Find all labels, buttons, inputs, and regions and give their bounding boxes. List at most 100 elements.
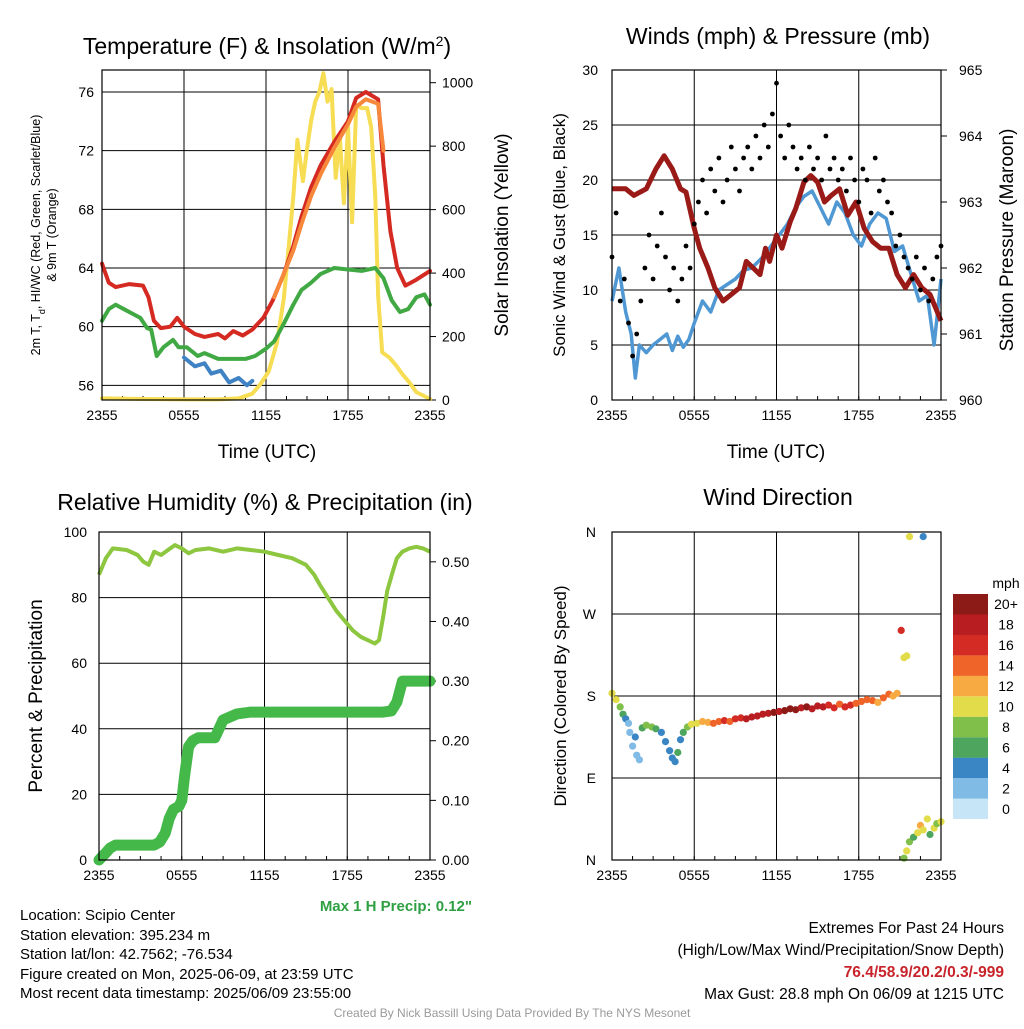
direction-point [676, 736, 685, 744]
gust-point [798, 155, 804, 161]
direction-point [857, 697, 866, 706]
direction-point [698, 717, 707, 726]
gust-point [881, 177, 886, 183]
gust-point [745, 144, 751, 150]
wind-right-ylabel: Station Pressure (Maroon) [997, 129, 1018, 352]
gust-point [683, 243, 689, 249]
temp-left-ylabel-2: & 9m T (Orange) [45, 188, 59, 281]
y-tick-label-left: 68 [78, 201, 94, 217]
plot-frame [101, 69, 431, 401]
gust-point [626, 320, 631, 326]
y-tick-label-left: 5 [590, 337, 598, 353]
gust-point [733, 166, 738, 172]
gust-point [856, 199, 862, 205]
direction-point [897, 626, 905, 635]
y-tick-label-right: 600 [442, 202, 466, 218]
y-tick-label-left: 60 [71, 655, 87, 671]
x-tick-label: 2355 [925, 867, 956, 883]
plot-frame [98, 531, 431, 861]
gust-point [704, 210, 709, 216]
gust-point [770, 111, 775, 117]
y-tick-label-left: 0 [79, 852, 87, 868]
x-tick-label: 2355 [414, 867, 445, 883]
gust-point [737, 188, 742, 194]
gust-point [778, 133, 783, 139]
gust-point [901, 254, 907, 260]
gust-point [741, 155, 746, 161]
gust-point [679, 276, 685, 282]
gust-point [654, 243, 660, 249]
gust-point [860, 166, 866, 172]
series-line [182, 355, 255, 388]
gust-point [659, 210, 664, 216]
direction-point [919, 533, 927, 541]
y-tick-label-right: 200 [442, 329, 466, 345]
direction-point [693, 719, 701, 727]
gust-point [761, 122, 767, 128]
direction-point [846, 701, 855, 709]
direction-point [629, 742, 637, 750]
extremes-box: Extremes For Past 24 Hours (High/Low/Max… [678, 918, 1005, 1006]
gust-point [712, 188, 718, 194]
gust-point [897, 232, 903, 238]
colorbar-label: 10 [998, 699, 1014, 715]
colorbar-label: 20+ [994, 596, 1018, 612]
colorbar-title: mph [992, 575, 1019, 591]
direction-point [661, 738, 670, 746]
gust-point [934, 254, 940, 260]
direction-point [874, 698, 882, 707]
gust-point [885, 199, 890, 205]
y-tick-label-left: 0 [590, 392, 598, 408]
colorbar-label: 2 [1002, 780, 1010, 796]
plot-layer: 2355 0555 1155 1755 235556606468727602004006… [64, 62, 1018, 883]
y-tick-label-left: 30 [582, 62, 598, 78]
gust-point [720, 199, 726, 205]
y-tick-label-left: 76 [78, 84, 94, 100]
direction-point [626, 728, 634, 737]
gust-point [922, 265, 927, 271]
gust-point [650, 276, 656, 282]
y-tick-label-left: S [587, 688, 596, 704]
x-tick-label: 0555 [679, 867, 710, 883]
y-tick-label-right: 0.40 [442, 613, 469, 629]
y-tick-label-right: 962 [959, 260, 983, 276]
y-tick-label-right: 0.20 [442, 733, 469, 749]
gust-point [774, 80, 779, 86]
y-tick-label-left: N [586, 852, 596, 868]
gust-point [811, 166, 816, 172]
gust-point [728, 144, 734, 150]
colorbar-label: 14 [998, 658, 1014, 674]
gust-point [621, 276, 627, 282]
y-tick-label-right: 800 [442, 138, 466, 154]
gust-point [630, 353, 635, 359]
y-tick-label-left: 100 [64, 524, 88, 540]
colorbar-label: 8 [1002, 719, 1010, 735]
y-tick-label-right: 960 [959, 392, 983, 408]
direction-point [905, 533, 914, 541]
gust-point [724, 177, 730, 183]
direction-point [819, 703, 827, 711]
gust-point [617, 298, 623, 304]
direction-point [679, 728, 687, 737]
temp-right-ylabel: Solar Insolation (Yellow) [492, 133, 513, 336]
x-tick-label: 0555 [166, 867, 197, 883]
direction-point [687, 720, 696, 728]
colorbar-cell [953, 696, 988, 717]
direction-point [748, 713, 756, 721]
gust-point [831, 155, 837, 161]
direction-point [905, 838, 914, 846]
direction-point [803, 703, 811, 711]
y-tick-label-left: E [587, 770, 596, 786]
extremes-title: Extremes For Past 24 Hours [808, 920, 1004, 937]
wind-xlabel: Time (UTC) [727, 442, 826, 463]
x-tick-label: 1755 [332, 867, 363, 883]
direction-point [797, 704, 805, 712]
gust-point [844, 188, 849, 194]
x-tick-label: 2355 [414, 407, 445, 423]
colorbar-label: 0 [1002, 801, 1010, 817]
station-latlon: Station lat/lon: 42.7562; -76.534 [20, 946, 233, 964]
gust-point [848, 155, 853, 161]
direction-point [903, 847, 911, 855]
y-tick-label-right: 0.30 [442, 673, 469, 689]
y-tick-label-right: 961 [959, 326, 983, 342]
